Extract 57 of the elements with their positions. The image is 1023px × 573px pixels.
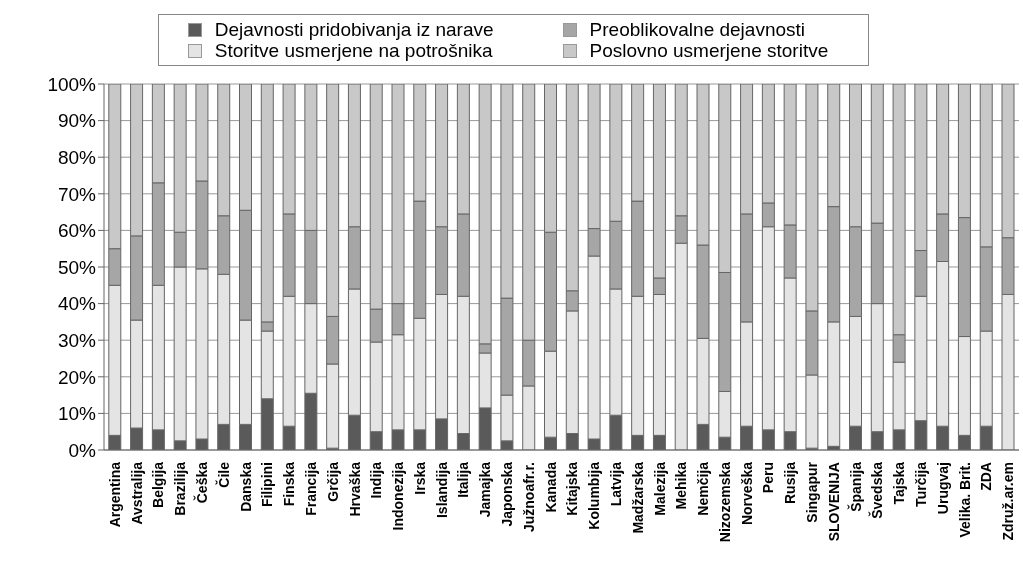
x-tick-label: Kolumbija — [586, 461, 603, 530]
x-tick-label: Finska — [281, 461, 298, 507]
x-tick-label: Filipini — [259, 462, 276, 508]
x-tick-label: Rusija — [782, 461, 799, 505]
x-tick-label: Latvija — [607, 461, 624, 507]
x-tick-label: Danska — [237, 461, 254, 512]
x-tick-label: Turčija — [912, 461, 929, 507]
x-tick-label: Grčija — [324, 461, 341, 502]
x-tick-label: Belgija — [150, 461, 167, 508]
x-tick-label: Peru — [760, 462, 777, 494]
x-tick-label: Malezija — [651, 461, 668, 516]
y-tick-label: 80% — [57, 146, 97, 168]
x-tick-label: Avstralija — [128, 461, 145, 525]
x-tick-label: Nizozemska — [716, 461, 733, 543]
x-tick-label: Irska — [411, 461, 428, 495]
x-tick-label: Singapur — [804, 461, 821, 523]
x-tick-label: Argentina — [106, 461, 123, 528]
x-tick-label: Brazilija — [172, 461, 189, 516]
x-tick-label: Urugvaj — [934, 462, 951, 515]
x-tick-label: Indija — [368, 461, 385, 499]
x-tick-label: Francija — [302, 461, 319, 516]
y-tick-label: 70% — [57, 183, 97, 205]
x-tick-label: Norveška — [738, 461, 755, 526]
y-tick-label: 30% — [57, 329, 97, 351]
x-tick-label: Nemčija — [695, 461, 712, 516]
x-tick-label: Japonska — [499, 461, 516, 527]
x-tick-label: Hrvaška — [346, 461, 363, 517]
legend-label: Dejavnosti pridobivanja iz narave — [214, 19, 494, 40]
x-tick-label: SLOVENIJA — [825, 462, 842, 542]
x-tick-label: Južnoafr.r. — [520, 462, 537, 533]
y-tick-label: 50% — [57, 256, 97, 278]
x-tick-label: Združ.ar.em — [1000, 462, 1017, 541]
x-tick-label: Kitajska — [564, 461, 581, 516]
x-tick-label: Indonezija — [390, 461, 407, 531]
x-tick-label: Jamajka — [477, 461, 494, 518]
x-tick-label: Švedska — [868, 461, 886, 519]
x-tick-label: Španija — [846, 461, 864, 512]
x-tick-label: Islandija — [433, 461, 450, 519]
legend-label: Storitve usmerjene na potrošnika — [214, 40, 493, 61]
x-tick-label: Tajska — [891, 461, 908, 505]
y-tick-label: 60% — [57, 220, 97, 242]
x-tick-label: Velika. Brit. — [956, 462, 973, 538]
legend-label: Poslovno usmerjene storitve — [589, 40, 829, 61]
x-tick-label: ZDA — [978, 462, 995, 491]
y-tick-label: 20% — [57, 366, 97, 388]
legend-label: Preoblikovalne dejavnosti — [589, 19, 806, 40]
x-tick-label: Mehika — [673, 461, 690, 510]
x-tick-label: Češka — [193, 461, 211, 504]
y-tick-label: 100% — [47, 73, 97, 95]
y-tick-label: 40% — [57, 293, 97, 315]
y-tick-label: 10% — [57, 403, 97, 425]
y-tick-label: 0% — [68, 439, 97, 461]
y-tick-label: 90% — [57, 110, 97, 132]
x-tick-label: Italija — [455, 461, 472, 498]
x-tick-label: Čile — [214, 461, 232, 488]
x-tick-label: Madžarska — [629, 461, 646, 534]
x-tick-label: Kanada — [542, 461, 559, 513]
